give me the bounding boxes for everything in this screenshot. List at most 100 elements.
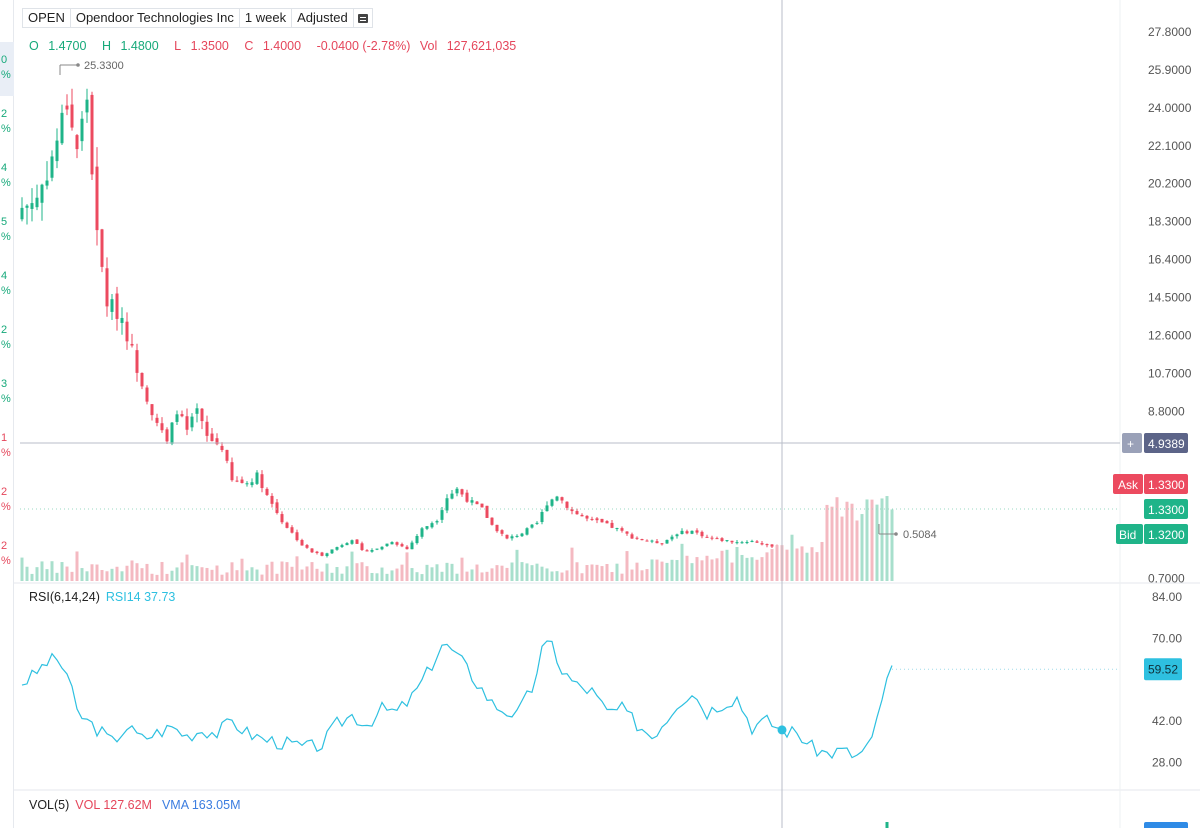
volume-bar <box>570 547 574 581</box>
candle-body <box>130 343 134 346</box>
volume-bar <box>710 559 714 581</box>
volume-bar <box>565 570 569 581</box>
volume-bar <box>585 565 589 581</box>
volume-bar <box>340 573 344 581</box>
candle-body <box>615 528 619 530</box>
candle-body <box>425 526 429 529</box>
volume-bar <box>475 564 479 581</box>
open-key: O <box>29 39 39 53</box>
volume-bar <box>380 567 384 581</box>
candle-body <box>135 350 139 373</box>
volume-bar <box>750 557 754 581</box>
candle-body <box>720 538 724 541</box>
volume-bar <box>370 572 374 581</box>
candle-body <box>195 408 199 414</box>
candle-body <box>515 535 519 537</box>
candle-body <box>280 514 284 523</box>
volume-bar <box>280 561 284 581</box>
volume-bar <box>30 573 34 581</box>
vol-legend: VOL(5) VOL 127.62M VMA 163.05M <box>29 798 240 812</box>
volume-bar <box>810 547 814 581</box>
volume-bar <box>515 549 519 581</box>
candle-body <box>360 543 364 550</box>
volume-bar <box>55 572 59 581</box>
candle-body <box>690 530 694 534</box>
menu-icon[interactable] <box>352 8 373 28</box>
watchlist-label: 5 <box>1 216 8 228</box>
candle-body <box>500 530 504 534</box>
candle-body <box>430 523 434 528</box>
volume-bar <box>650 559 654 581</box>
adjust-button[interactable]: Adjusted <box>291 8 354 28</box>
candle-body <box>180 414 184 417</box>
volume-bar <box>155 574 159 581</box>
crosshair-add-button <box>1122 433 1142 453</box>
candle-body <box>55 140 59 162</box>
rsi-current-value: 59.52 <box>1148 662 1178 676</box>
volume-bar <box>440 571 444 581</box>
last-price: 1.3300 <box>1148 503 1185 517</box>
candle-body <box>220 445 224 451</box>
rsi-legend: RSI(6,14,24) RSI14 37.73 <box>29 590 175 604</box>
volume-bar <box>580 573 584 581</box>
volume-bar <box>670 559 674 581</box>
volume-bar <box>730 562 734 581</box>
watchlist-selected-row[interactable] <box>0 42 14 96</box>
ask-label-tag <box>1113 474 1143 494</box>
volume-bar <box>110 568 114 581</box>
candle-body <box>145 387 149 402</box>
volume-bar <box>760 557 764 581</box>
candle-body <box>620 528 624 531</box>
price-tick-label: 16.4000 <box>1148 253 1192 267</box>
candle-body <box>295 532 299 541</box>
volume-bar <box>405 552 409 581</box>
bid-label: Bid <box>1119 528 1136 542</box>
candle-body <box>755 541 759 543</box>
volume-bar <box>470 569 474 581</box>
volume-bar <box>890 509 894 581</box>
candle-body <box>645 540 649 542</box>
candle-body <box>480 503 484 508</box>
rsi-line <box>21 640 893 760</box>
candle-body <box>525 528 529 535</box>
candle-body <box>580 514 584 517</box>
volume-bar <box>720 550 724 581</box>
volume-bar <box>665 562 669 581</box>
candle-body <box>165 429 169 442</box>
volume-bar <box>230 562 234 581</box>
volume-bar <box>300 569 304 581</box>
volume-bar <box>285 562 289 581</box>
candle-body <box>85 99 89 113</box>
volume-bar <box>60 562 64 581</box>
close-value: 1.4000 <box>262 39 302 53</box>
candle-body <box>345 543 349 546</box>
price-tick-label: 12.6000 <box>1148 328 1192 342</box>
volume-bar <box>705 555 709 581</box>
volume-key: Vol <box>419 39 438 53</box>
candle-body <box>320 552 324 556</box>
volume-bar <box>290 566 294 581</box>
volume-bar <box>830 506 834 581</box>
candle-body <box>200 408 204 422</box>
candle-body <box>70 104 74 128</box>
candle-body <box>270 495 274 504</box>
watchlist-label: 3 <box>1 378 8 390</box>
candle-body <box>535 522 539 524</box>
volume-bar <box>75 551 79 581</box>
low-marker-dot <box>894 532 898 536</box>
volume-bar <box>270 561 274 581</box>
volume-bar <box>130 560 134 581</box>
volume-bar <box>700 560 704 581</box>
candle-body <box>545 505 549 512</box>
candle-body <box>290 527 294 533</box>
candle-body <box>210 433 214 442</box>
volume-bar <box>305 566 309 581</box>
candle-body <box>610 522 614 528</box>
candle-body <box>385 543 389 547</box>
volume-bar <box>465 571 469 581</box>
price-tick-label: 8.8000 <box>1148 404 1185 418</box>
candle-body <box>680 530 684 535</box>
candle-body <box>510 536 514 539</box>
candle-body <box>765 544 769 546</box>
